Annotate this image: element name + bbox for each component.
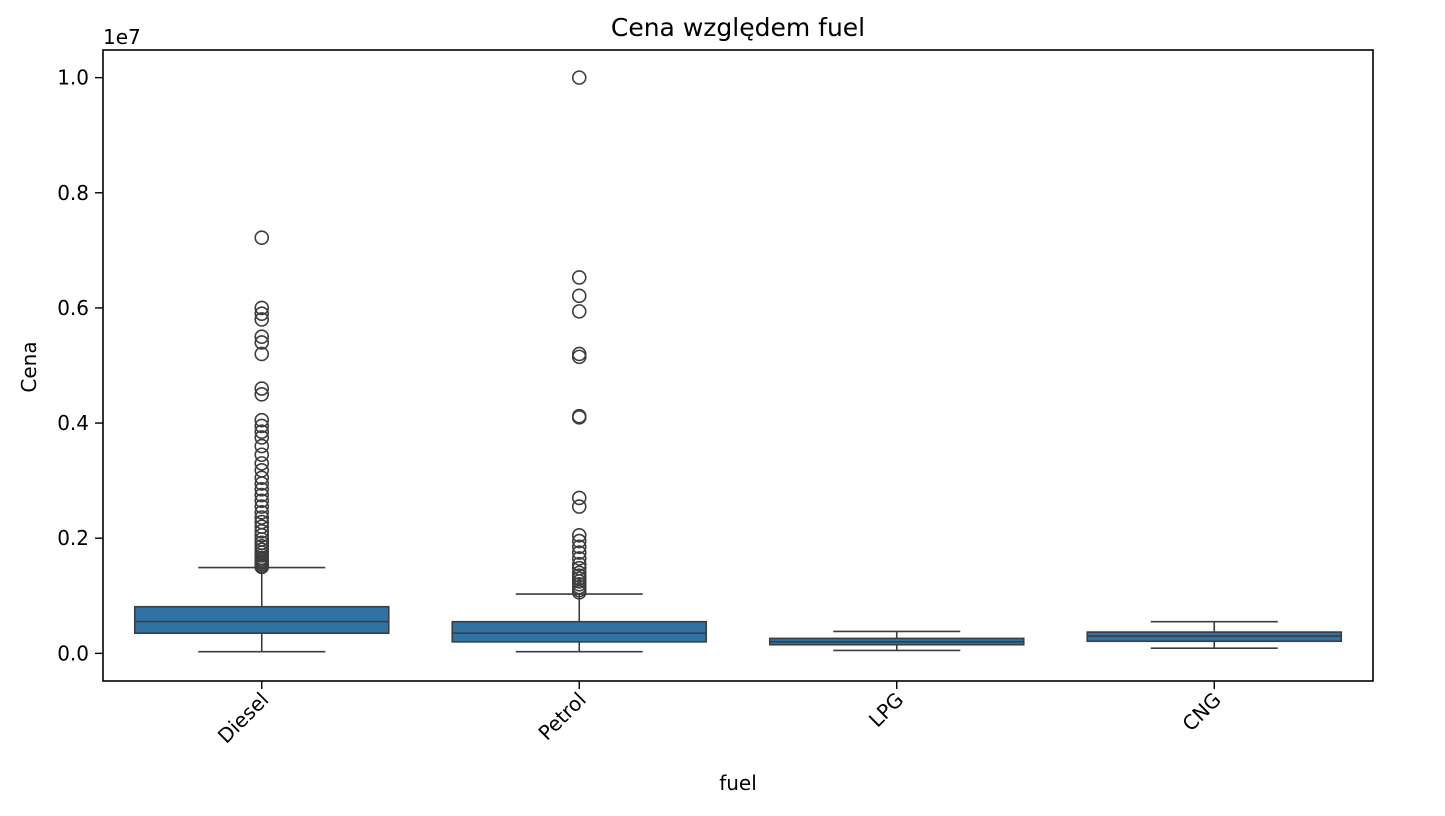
outlier-point bbox=[254, 438, 270, 454]
outlier-point bbox=[571, 304, 587, 319]
box-petrol bbox=[451, 70, 708, 653]
plot-area bbox=[133, 70, 1343, 653]
outlier-point bbox=[254, 418, 270, 434]
outlier-point bbox=[254, 493, 270, 509]
y-tick-label: 0.6 bbox=[57, 296, 89, 320]
outlier-point bbox=[571, 349, 587, 365]
y-tick-label: 0.2 bbox=[57, 526, 89, 550]
outlier-point bbox=[254, 542, 270, 558]
x-tick-label: LPG bbox=[864, 688, 908, 732]
outlier-point bbox=[571, 539, 587, 555]
box-lpg bbox=[768, 630, 1025, 652]
x-tick-label: Diesel bbox=[213, 688, 273, 748]
outlier-point bbox=[571, 408, 587, 424]
outlier-point bbox=[254, 487, 270, 503]
outlier-point bbox=[254, 505, 270, 520]
outlier-point bbox=[254, 312, 270, 327]
iqr-box bbox=[451, 620, 708, 643]
outlier-point bbox=[254, 514, 270, 530]
outlier-point bbox=[571, 499, 587, 514]
box-cng bbox=[1086, 620, 1343, 649]
outlier-point bbox=[254, 519, 270, 535]
outlier-point bbox=[254, 481, 270, 497]
y-axis-offset-label: 1e7 bbox=[103, 25, 141, 49]
y-tick-label: 0.4 bbox=[57, 411, 89, 435]
outlier-point bbox=[254, 306, 270, 321]
outlier-point bbox=[254, 335, 270, 350]
outlier-point bbox=[254, 300, 270, 316]
y-tick-label: 0.8 bbox=[57, 181, 89, 205]
outlier-point bbox=[254, 386, 270, 402]
outlier-point bbox=[254, 381, 270, 396]
outlier-point bbox=[254, 535, 270, 551]
outlier-point bbox=[571, 70, 587, 85]
box-diesel bbox=[133, 230, 390, 653]
outlier-point bbox=[254, 329, 270, 345]
outlier-point bbox=[571, 545, 587, 560]
outlier-point bbox=[254, 470, 270, 486]
outlier-point bbox=[571, 270, 587, 285]
outlier-point bbox=[571, 528, 587, 543]
chart-title: Cena względem fuel bbox=[611, 13, 865, 42]
x-axis-label: fuel bbox=[719, 771, 757, 795]
x-tick-label: Petrol bbox=[533, 688, 590, 745]
y-axis: 0.0 0.2 0.4 0.6 0.8 1.0 bbox=[57, 66, 103, 665]
outlier-point bbox=[254, 456, 270, 471]
outlier-point bbox=[254, 230, 270, 245]
outlier-point bbox=[571, 565, 587, 581]
outlier-point bbox=[254, 538, 270, 554]
iqr-box bbox=[133, 605, 390, 635]
outlier-point bbox=[254, 412, 270, 428]
plot-frame bbox=[102, 49, 1374, 682]
outlier-point bbox=[254, 447, 270, 463]
y-tick-label: 0.0 bbox=[57, 641, 89, 665]
outlier-point bbox=[571, 288, 587, 304]
x-axis: Diesel Petrol LPG CNG bbox=[213, 681, 1226, 748]
outlier-point bbox=[254, 462, 270, 478]
outlier-point bbox=[254, 346, 270, 362]
x-tick-label: CNG bbox=[1177, 688, 1225, 736]
outlier-point bbox=[571, 533, 587, 549]
outlier-point bbox=[254, 430, 270, 445]
outlier-point bbox=[571, 556, 587, 572]
y-tick-label: 1.0 bbox=[57, 66, 89, 90]
outlier-point bbox=[254, 510, 270, 525]
outlier-point bbox=[571, 346, 587, 362]
outlier-point bbox=[254, 499, 270, 514]
outlier-point bbox=[571, 490, 587, 506]
outlier-point bbox=[571, 551, 587, 566]
y-axis-label: Cena bbox=[17, 341, 41, 392]
outlier-point bbox=[254, 524, 270, 539]
outlier-point bbox=[254, 424, 270, 440]
outlier-point bbox=[571, 560, 587, 576]
